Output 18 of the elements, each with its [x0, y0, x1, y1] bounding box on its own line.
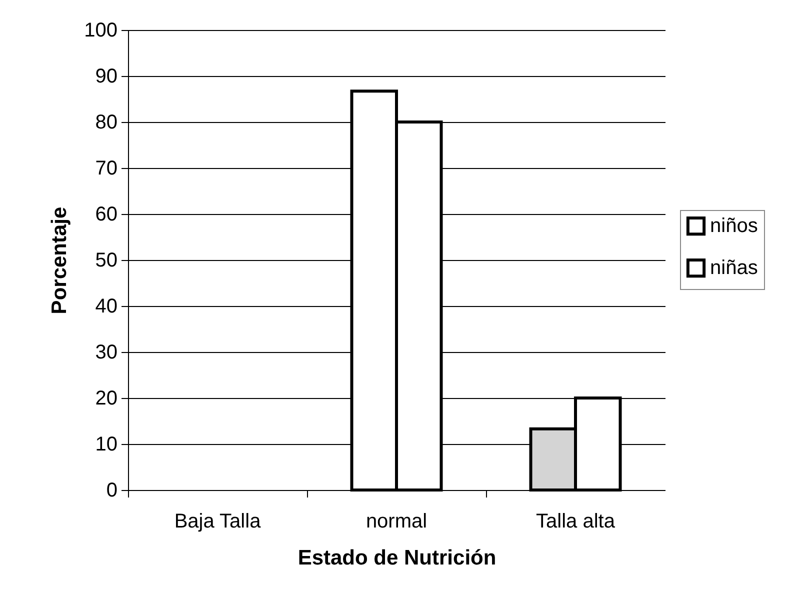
y-axis-title: Porcentaje [48, 206, 72, 314]
y-tick-label: 20 [95, 388, 118, 410]
legend-label: niñas [710, 257, 758, 279]
y-tick-label: 10 [95, 434, 118, 456]
y-tick-label: 100 [84, 20, 118, 42]
y-tick-label: 70 [95, 158, 118, 180]
x-tick-label: Baja Talla [174, 510, 262, 532]
x-axis-title: Estado de Nutrición [298, 546, 496, 570]
y-tick-label: 30 [95, 342, 118, 364]
y-tick-label: 50 [95, 250, 118, 272]
y-tick-label: 40 [95, 296, 118, 318]
y-tick-label: 60 [95, 204, 118, 226]
y-tick-label: 80 [95, 112, 118, 134]
x-tick-label: normal [366, 510, 428, 532]
x-tick-label: Talla alta [536, 510, 616, 532]
y-tick-label: 90 [95, 66, 118, 88]
y-tick-label: 0 [106, 480, 118, 502]
legend-label: niños [710, 215, 758, 237]
